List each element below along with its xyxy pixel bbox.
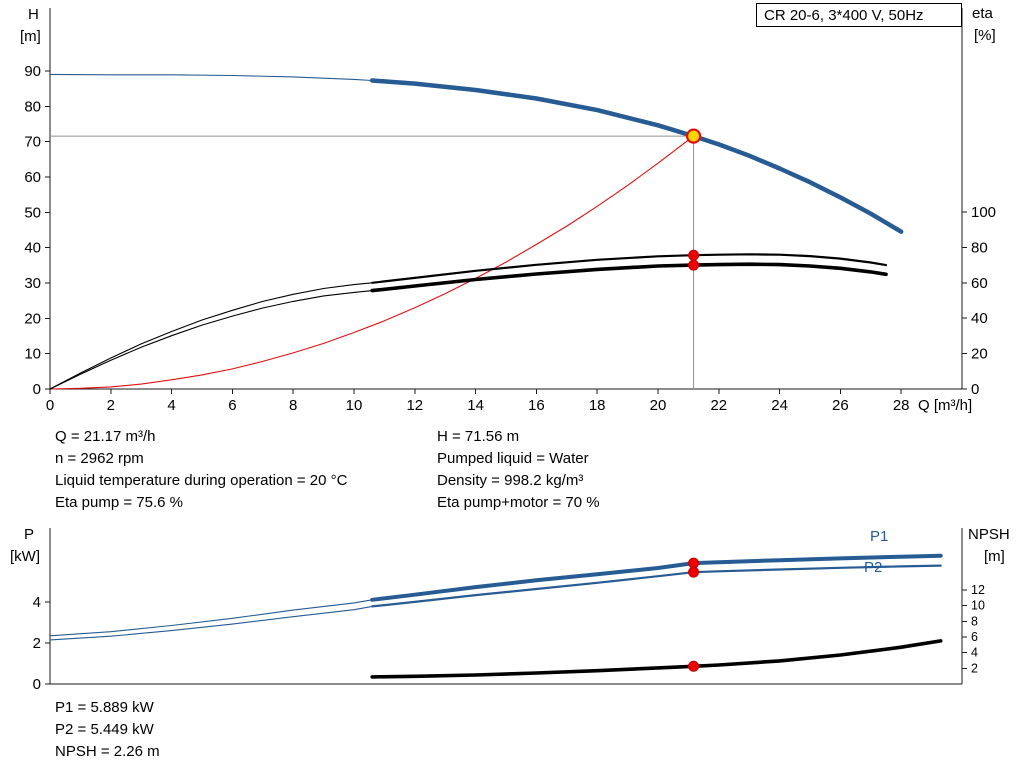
info-line-density: Density = 998.2 kg/m³	[437, 472, 584, 489]
operating-point-dot	[688, 660, 700, 672]
power-info-column: P1 = 5.889 kW P2 = 5.449 kW NPSH = 2.26 …	[55, 697, 160, 763]
info-line-liquid: Pumped liquid = Water	[437, 450, 589, 467]
operating-point-dot	[688, 259, 700, 271]
y-right-tick-label: 20	[971, 346, 988, 363]
y-left-tick-label: 10	[24, 346, 41, 363]
info-line-n: n = 2962 rpm	[55, 450, 144, 467]
x-tick-label: 0	[46, 397, 54, 414]
duty-info-right-column: H = 71.56 m Pumped liquid = Water Densit…	[437, 426, 600, 514]
info-line-eta-total: Eta pump+motor = 70 %	[437, 494, 600, 511]
operating-point-dot	[688, 566, 700, 578]
y-left-tick-label: 4	[33, 594, 41, 611]
y-right-tick-label: 6	[971, 630, 978, 644]
x-tick-label: 14	[467, 397, 484, 414]
p2-curve-label: P2	[864, 559, 883, 576]
y-left-tick-label: 20	[24, 310, 41, 327]
series-p2	[371, 564, 942, 608]
info-line-npsh: NPSH = 2.26 m	[55, 743, 160, 760]
x-tick-label: 26	[832, 397, 849, 414]
series-eta-pump	[371, 253, 888, 284]
series-eta-pump-motor	[370, 262, 888, 293]
h-axis-symbol: H	[28, 6, 39, 23]
p-axis-unit: [kW]	[10, 548, 40, 565]
x-tick-label: 22	[710, 397, 727, 414]
series-h	[369, 78, 904, 234]
npsh-axis-unit: [m]	[984, 548, 1005, 565]
series-p2-thin	[49, 605, 373, 641]
x-tick-label: 18	[589, 397, 606, 414]
y-right-tick-label: 4	[971, 646, 978, 660]
y-left-tick-label: 0	[33, 381, 41, 398]
y-left-tick-label: 30	[24, 275, 41, 292]
x-tick-label: 16	[528, 397, 545, 414]
pump-model-title: CR 20-6, 3*400 V, 50Hz	[764, 7, 924, 24]
info-line-p2: P2 = 5.449 kW	[55, 721, 154, 738]
y-left-tick-label: 40	[24, 240, 41, 257]
x-tick-label: 24	[771, 397, 788, 414]
y-right-tick-label: 12	[971, 583, 985, 597]
y-right-tick-label: 80	[971, 239, 988, 256]
y-right-tick-label: 40	[971, 310, 988, 327]
operating-point-dot	[688, 557, 700, 569]
p-axis-symbol: P	[24, 526, 35, 543]
info-line-eta-pump: Eta pump = 75.6 %	[55, 494, 183, 511]
y-left-tick-label: 70	[24, 134, 41, 151]
q-axis-label: Q [m³/h]	[918, 397, 973, 414]
y-left-tick-label: 60	[24, 169, 41, 186]
npsh-axis-symbol: NPSH	[968, 526, 1010, 543]
duty-point-marker	[685, 128, 702, 144]
series-eta-pump-motor-thin	[49, 290, 373, 390]
operating-point-dot	[688, 249, 700, 261]
series-p1-thin	[49, 599, 373, 637]
series-system-curve	[49, 135, 694, 390]
x-tick-label: 8	[289, 397, 297, 414]
series-npsh	[370, 639, 943, 679]
y-right-tick-label: 0	[971, 381, 979, 398]
x-tick-label: 6	[228, 397, 236, 414]
info-line-q: Q = 21.17 m³/h	[55, 428, 156, 445]
p1-curve-label: P1	[870, 528, 889, 545]
y-left-tick-label: 80	[24, 98, 41, 115]
y-left-tick-label: 2	[33, 635, 41, 652]
y-right-tick-label: 10	[971, 599, 985, 613]
eta-axis-symbol: eta	[972, 5, 993, 22]
x-tick-label: 20	[650, 397, 667, 414]
x-tick-label: 12	[406, 397, 423, 414]
x-tick-label: 28	[893, 397, 910, 414]
y-left-tick-label: 50	[24, 204, 41, 221]
y-right-tick-label: 8	[971, 614, 978, 628]
y-right-tick-label: 100	[971, 204, 996, 221]
series-p1	[370, 553, 943, 602]
info-line-h: H = 71.56 m	[437, 428, 520, 445]
x-tick-label: 4	[167, 397, 175, 414]
series-eta-pump-thin	[49, 282, 373, 390]
y-left-tick-label: 0	[33, 676, 41, 693]
h-axis-unit: [m]	[20, 28, 41, 45]
eta-axis-unit: [%]	[974, 27, 996, 44]
info-line-p1: P1 = 5.889 kW	[55, 699, 154, 716]
y-left-tick-label: 90	[24, 63, 41, 80]
info-line-temp: Liquid temperature during operation = 20…	[55, 472, 348, 489]
y-right-tick-label: 60	[971, 275, 988, 292]
duty-info-left-column: Q = 21.17 m³/h n = 2962 rpm Liquid tempe…	[55, 426, 347, 514]
x-tick-label: 2	[107, 397, 115, 414]
x-tick-label: 10	[346, 397, 363, 414]
series-h-thin	[49, 73, 373, 82]
y-right-tick-label: 2	[971, 661, 978, 675]
pump-model-title-box: CR 20-6, 3*400 V, 50Hz	[756, 3, 962, 27]
